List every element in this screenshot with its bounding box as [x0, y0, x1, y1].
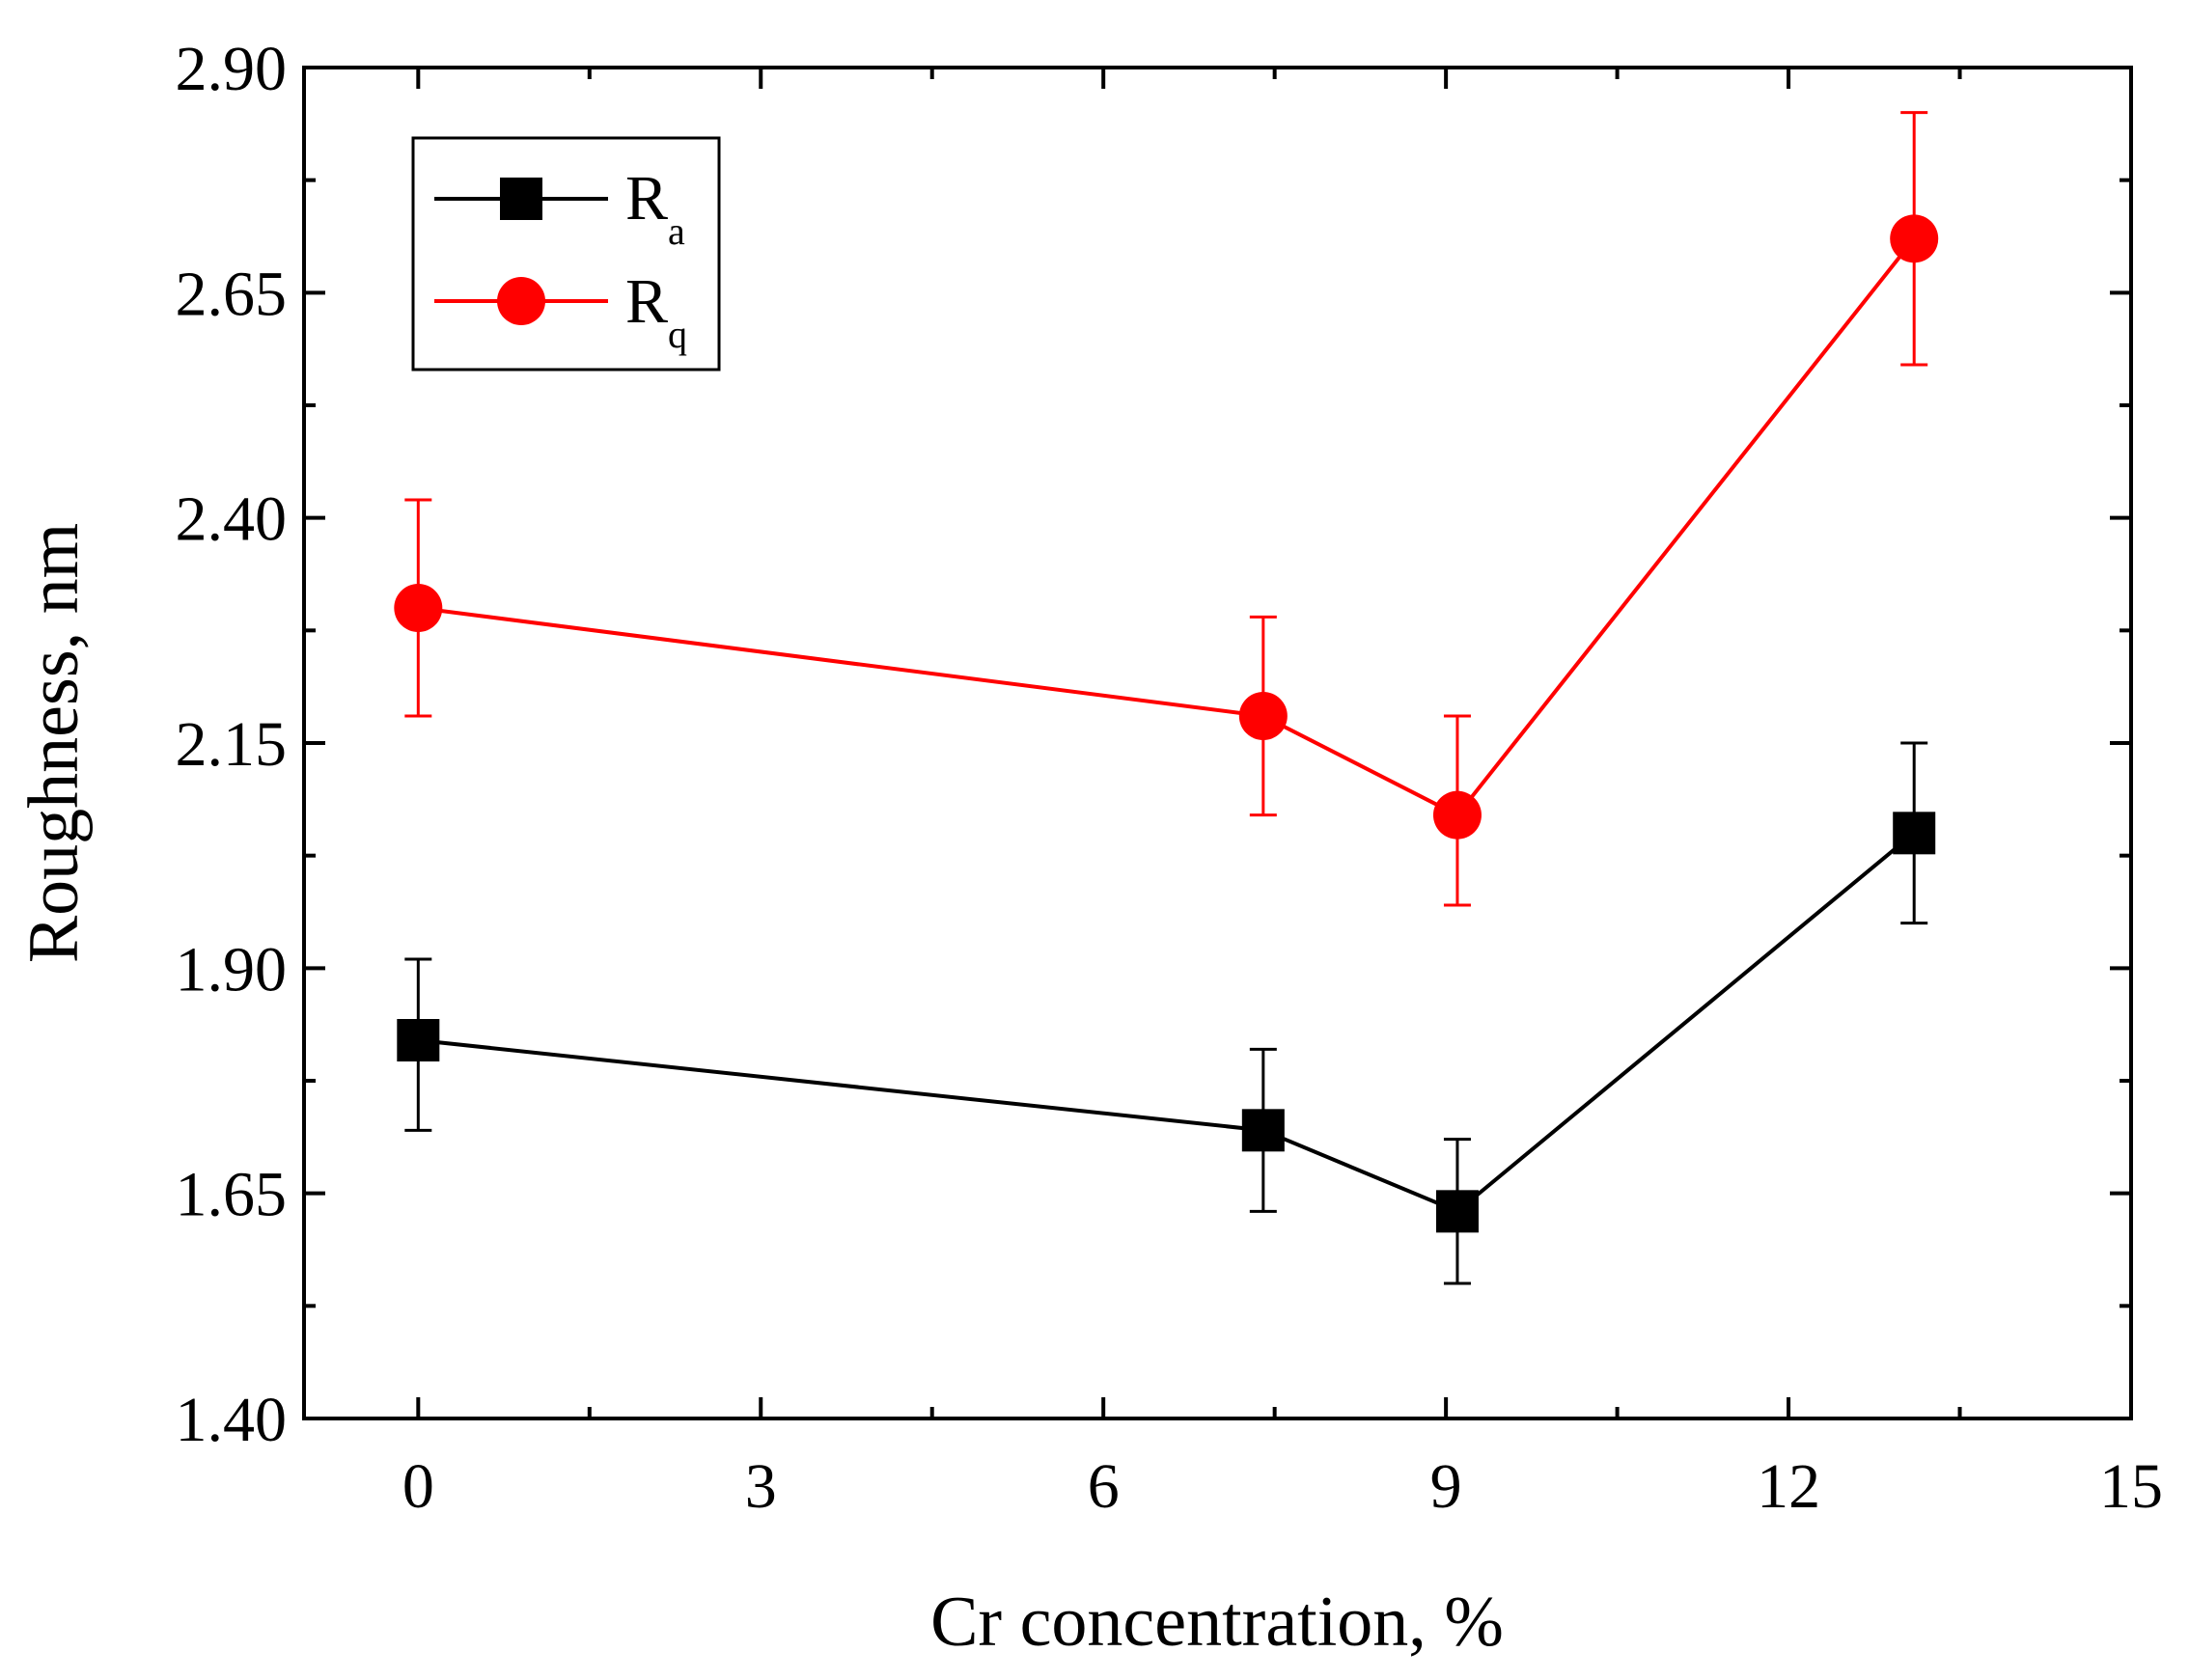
data-point-Rq [1432, 790, 1482, 840]
data-point-Ra [1893, 812, 1936, 855]
legend-label-rq-main: R [625, 266, 668, 337]
x-axis-title: Cr concentration, % [930, 1583, 1504, 1662]
legend-marker-rq [497, 277, 545, 325]
y-tick-label: 1.65 [176, 1160, 288, 1230]
y-tick-label: 2.90 [176, 34, 288, 104]
legend-box [411, 136, 721, 372]
series-line-Ra [418, 831, 1916, 1214]
legend: Ra Rq [411, 136, 721, 372]
series-line-Rq [418, 237, 1916, 818]
y-tick-label: 2.40 [176, 484, 288, 555]
data-point-Rq [1890, 214, 1939, 263]
legend-entry-ra: Ra [434, 163, 685, 253]
data-point-Rq [1238, 692, 1288, 740]
legend-label-rq-sub: q [668, 313, 687, 356]
data-point-Ra [397, 1019, 440, 1061]
labels-layer: 0 3 6 9 12 15 1.40 1.65 1.90 2.15 2.40 2.65 2.90 [176, 34, 2164, 1522]
y-tick-label: 1.40 [176, 1385, 288, 1455]
data-point-Rq [394, 584, 443, 632]
legend-label-ra: Ra [625, 163, 685, 253]
x-tick-label: 3 [745, 1451, 777, 1522]
x-tick-label: 9 [1430, 1451, 1462, 1522]
x-tick-label: 15 [2099, 1451, 2163, 1522]
x-tick-label: 6 [1088, 1451, 1120, 1522]
y-tick-label: 2.65 [176, 259, 288, 329]
series-layer [394, 111, 1939, 1285]
ticks-layer [304, 66, 2133, 1420]
legend-entry-rq: Rq [434, 266, 687, 356]
data-point-Ra [1241, 1109, 1285, 1152]
legend-marker-ra [500, 178, 542, 220]
x-tick-label: 0 [402, 1451, 434, 1522]
y-tick-label: 1.90 [176, 934, 288, 1005]
data-point-Ra [1435, 1190, 1479, 1233]
y-tick-label: 2.15 [176, 709, 288, 780]
legend-label-ra-main: R [625, 163, 668, 234]
legend-label-rq: Rq [625, 266, 687, 356]
x-tick-label: 12 [1757, 1451, 1820, 1522]
y-axis-title: Roughness, nm [14, 523, 94, 963]
legend-label-ra-sub: a [668, 209, 685, 253]
